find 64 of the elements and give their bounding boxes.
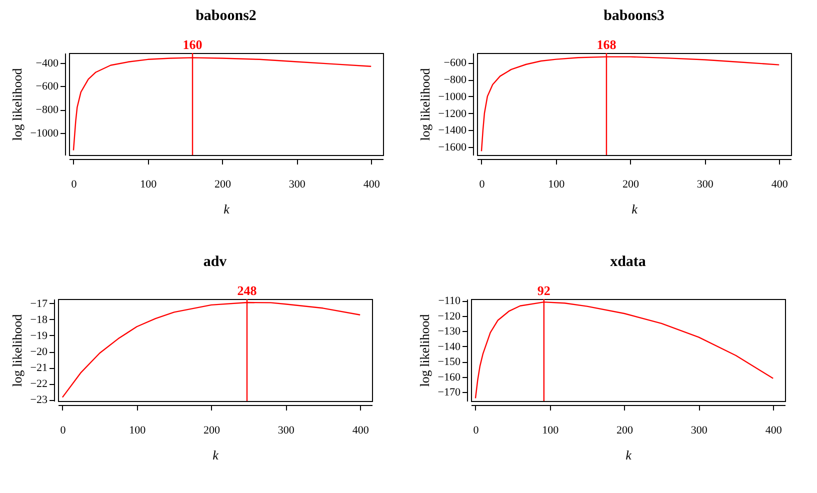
chart-title: baboons2 bbox=[196, 8, 256, 24]
y-tick-label: −160 bbox=[438, 371, 461, 384]
x-tick-label: 300 bbox=[690, 424, 708, 436]
x-axis-title: k bbox=[224, 202, 230, 216]
ref-line-label: 160 bbox=[182, 37, 202, 52]
y-axis-title: log likelihood bbox=[417, 68, 432, 141]
x-tick-label: 300 bbox=[696, 178, 714, 190]
y-tick-label: −140 bbox=[438, 340, 461, 353]
x-tick-label: 100 bbox=[542, 424, 560, 436]
line-series bbox=[474, 301, 774, 399]
x-tick-label: 400 bbox=[771, 178, 788, 190]
line-series bbox=[480, 56, 780, 152]
x-tick-label: 100 bbox=[129, 424, 146, 436]
y-tick-label: −800 bbox=[36, 104, 59, 116]
y-tick-label: −170 bbox=[438, 386, 461, 399]
x-tick-label: 200 bbox=[622, 178, 640, 190]
y-tick-label: −600 bbox=[36, 80, 59, 93]
x-tick-label: 0 bbox=[71, 178, 78, 190]
y-tick-label: −23 bbox=[30, 394, 48, 406]
x-tick-label: 100 bbox=[140, 178, 158, 190]
y-tick-label: −120 bbox=[438, 310, 461, 322]
x-tick-label: 100 bbox=[548, 178, 566, 190]
y-tick-label: −1000 bbox=[438, 90, 467, 103]
y-tick-label: −130 bbox=[438, 326, 461, 338]
x-tick-label: 400 bbox=[363, 178, 380, 190]
y-tick-label: −1000 bbox=[30, 127, 59, 140]
y-tick-label: −20 bbox=[30, 346, 48, 358]
line-series bbox=[62, 302, 361, 398]
y-tick-label: −150 bbox=[438, 356, 461, 368]
x-tick-label: 300 bbox=[278, 424, 295, 436]
x-tick-label: 200 bbox=[214, 178, 232, 190]
x-tick-label: 200 bbox=[204, 424, 221, 436]
y-tick-label: −19 bbox=[30, 330, 48, 342]
y-tick-label: −1600 bbox=[438, 141, 467, 154]
y-tick-label: −800 bbox=[444, 74, 467, 86]
x-tick-label: 0 bbox=[479, 178, 486, 190]
ref-line-label: 92 bbox=[537, 283, 550, 298]
chart-title: xdata bbox=[610, 254, 646, 270]
x-axis-title: k bbox=[626, 448, 632, 462]
x-axis-title: k bbox=[212, 448, 219, 462]
y-tick-label: −1200 bbox=[438, 108, 467, 120]
x-axis-title: k bbox=[632, 202, 638, 216]
y-axis-title: log likelihood bbox=[416, 314, 432, 387]
x-tick-label: 300 bbox=[288, 178, 306, 190]
y-tick-label: −18 bbox=[30, 314, 48, 326]
x-tick-label: 400 bbox=[352, 424, 370, 436]
y-tick-label: −1400 bbox=[438, 124, 467, 137]
chart-title: baboons3 bbox=[604, 8, 664, 24]
ref-line-label: 168 bbox=[596, 37, 617, 52]
x-tick-label: 400 bbox=[765, 424, 782, 436]
y-tick-label: −17 bbox=[30, 298, 48, 310]
x-tick-label: 0 bbox=[60, 424, 66, 436]
y-tick-label: −400 bbox=[36, 57, 59, 70]
y-axis-title: log likelihood bbox=[9, 68, 24, 141]
x-tick-label: 0 bbox=[473, 424, 480, 436]
chart-title: adv bbox=[203, 254, 228, 270]
y-tick-label: −600 bbox=[444, 57, 467, 70]
y-tick-label: −22 bbox=[30, 378, 48, 390]
x-tick-label: 200 bbox=[616, 424, 634, 436]
y-tick-label: −21 bbox=[30, 362, 48, 374]
line-series bbox=[72, 57, 372, 151]
y-tick-label: −110 bbox=[438, 295, 461, 308]
y-axis-title: log likelihood bbox=[9, 314, 24, 387]
ref-line-label: 248 bbox=[237, 283, 258, 298]
